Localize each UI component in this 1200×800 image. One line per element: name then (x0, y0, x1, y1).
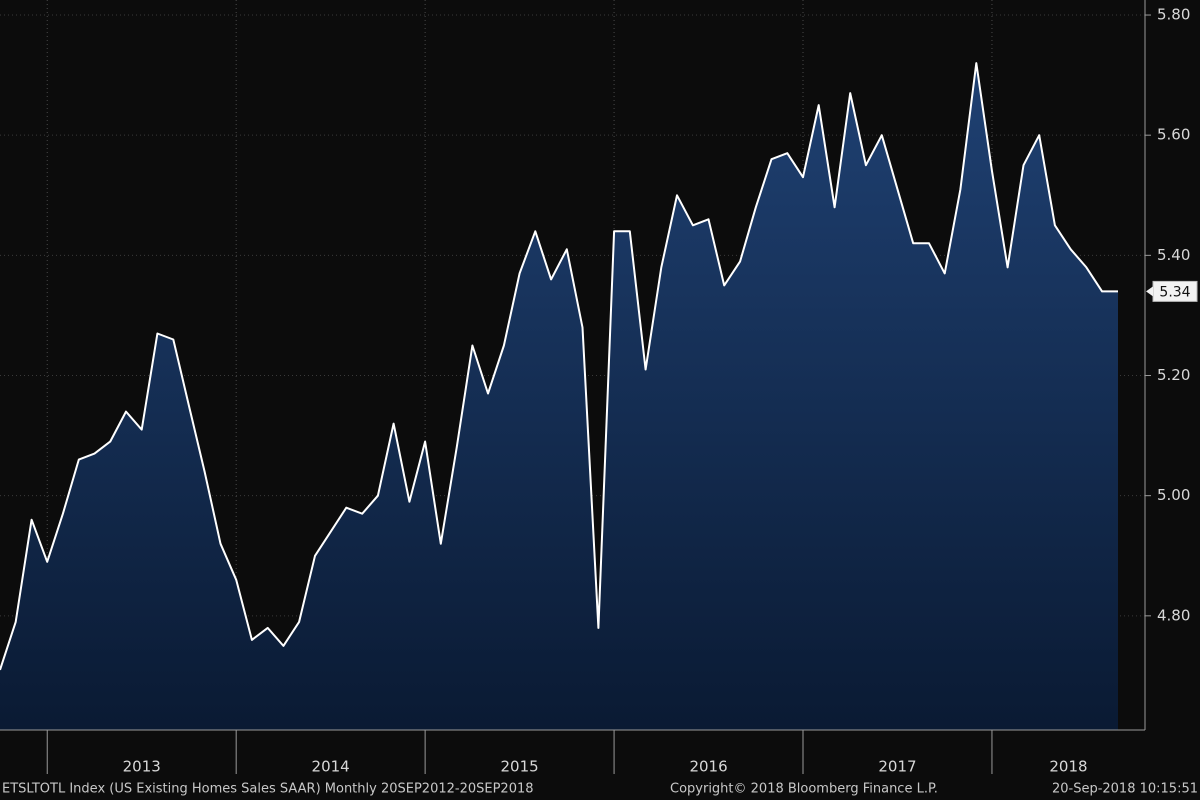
footer-index: ETSLTOTL Index (US Existing Homes Sales … (2, 782, 534, 797)
y-tick-label: 5.80 (1157, 6, 1190, 24)
y-tick-label: 5.60 (1157, 126, 1190, 144)
y-tick-label: 4.80 (1157, 606, 1190, 624)
x-tick-label: 2014 (312, 758, 350, 776)
x-tick-label: 2013 (123, 758, 161, 776)
y-tick-label: 5.40 (1157, 246, 1190, 264)
line (0, 62, 1118, 671)
footer-copyright: Copyright© 2018 Bloomberg Finance L.P. (670, 782, 938, 797)
last-value-label: 5.34 (1159, 284, 1190, 300)
x-tick-label: 2017 (878, 758, 916, 776)
y-tick-label: 5.00 (1157, 486, 1190, 504)
last-value-pointer (1146, 286, 1153, 297)
footer-timestamp: 20-Sep-2018 10:15:51 (1052, 782, 1198, 797)
y-tick-label: 5.20 (1157, 366, 1190, 384)
x-tick-label: 2016 (689, 758, 727, 776)
x-tick-label: 2018 (1049, 758, 1087, 776)
area (0, 63, 1118, 731)
x-tick-label: 2015 (501, 758, 539, 776)
